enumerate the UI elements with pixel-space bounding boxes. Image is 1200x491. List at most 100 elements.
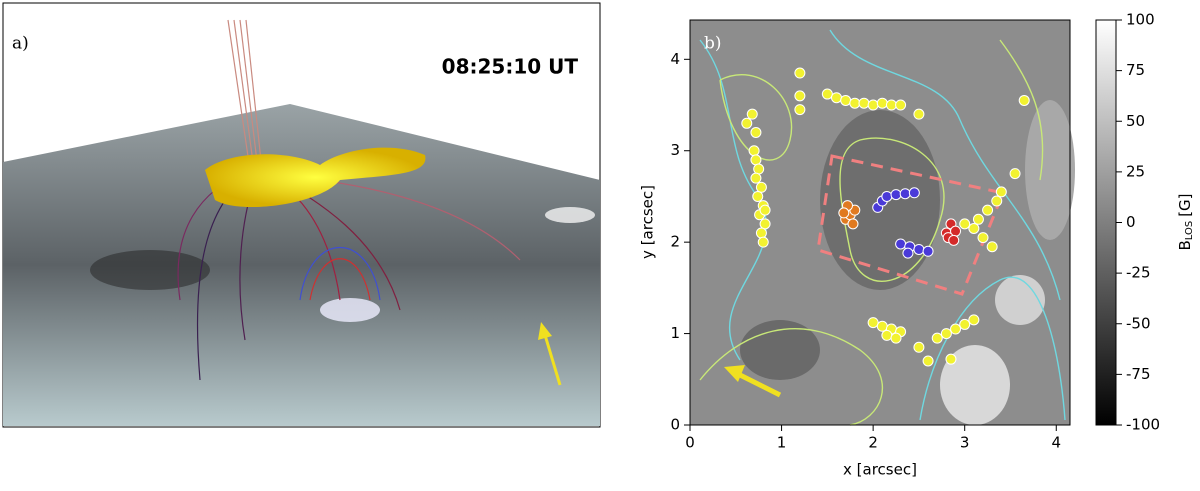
arrow [736,371,782,398]
point [968,222,980,234]
point [986,241,998,253]
point [867,99,879,111]
colorbar-tick-label: 100 [1126,11,1155,29]
bright-patch [320,298,380,322]
point [895,99,907,111]
y-tick-label: 3 [670,141,680,159]
current-isosurface [205,147,426,208]
point [876,97,888,109]
colorbar-label: BLOS [G] [1176,193,1196,250]
point [913,341,925,353]
point [959,218,971,230]
point [922,355,934,367]
point [757,236,769,248]
point [899,188,911,200]
colorbar-tick-label: -75 [1126,365,1151,383]
point [972,213,984,225]
point [908,187,920,199]
point [995,186,1007,198]
panel-label: a) [12,34,29,54]
point [831,92,843,104]
region-box [816,154,1006,296]
y-tick-label: 0 [670,416,680,434]
point [913,108,925,120]
point [991,195,1003,207]
point [968,314,980,326]
point [950,323,962,335]
colorbar-label-unit: [G] [1176,193,1194,216]
point [794,104,806,116]
point [746,108,758,120]
point [759,218,771,230]
point [867,317,879,329]
bright-patch [995,275,1045,325]
point [913,243,925,255]
colorbar-label-main: B [1176,240,1194,250]
colorbar-tick-label: 25 [1126,162,1145,180]
arrow [543,334,562,386]
point [977,232,989,244]
point [895,238,907,250]
point [890,332,902,344]
point [948,234,960,246]
point [741,117,753,129]
point [940,328,952,340]
point [750,154,762,166]
y-axis-label: y [arcsec] [639,185,657,259]
y-tick-label: 2 [670,233,680,251]
point [922,245,934,257]
point [881,190,893,202]
colorbar-tick-label: -100 [1126,416,1160,434]
bright-patch [545,207,595,223]
arrow-head [724,365,745,382]
y-tick-label: 4 [670,50,680,68]
point [959,318,971,330]
point [885,99,897,111]
point [752,190,764,202]
point [858,97,870,109]
x-axis-label: x [arcsec] [843,461,917,479]
point [750,172,762,184]
y-tick-label: 1 [670,324,680,342]
point [945,353,957,365]
point [753,163,765,175]
colorbar [1095,19,1117,426]
colorbar-label-sub: LOS [1184,221,1195,240]
point [902,247,914,259]
photosphere [3,104,600,426]
point [755,181,767,193]
point [838,207,850,219]
x-tick-label: 2 [868,434,878,452]
colorbar-tick-label: 50 [1126,112,1145,130]
timestamp: 08:25:10 UT [442,55,579,79]
colorbar-tick-label: -50 [1126,314,1151,332]
point [876,320,888,332]
point [821,88,833,100]
points [741,67,1030,367]
point [794,90,806,102]
point [931,332,943,344]
panel-label: b) [704,34,722,54]
point [982,204,994,216]
point [849,97,861,109]
colorbar-tick-label: 75 [1126,61,1145,79]
point [755,227,767,239]
point [881,329,893,341]
colorbar-tick-label: 0 [1126,213,1136,231]
point [1009,168,1021,180]
x-tick-label: 0 [685,434,695,452]
x-tick-label: 4 [1051,434,1061,452]
bright-patch [940,345,1010,425]
axes-frame [689,19,1071,426]
point [750,126,762,138]
bright-patch [1025,100,1075,240]
point [890,189,902,201]
point [1018,94,1030,106]
point [748,145,760,157]
point [847,218,859,230]
arrow-head [538,322,552,340]
point [759,204,771,216]
point [840,94,852,106]
colorbar-tick-label: -25 [1126,264,1151,282]
